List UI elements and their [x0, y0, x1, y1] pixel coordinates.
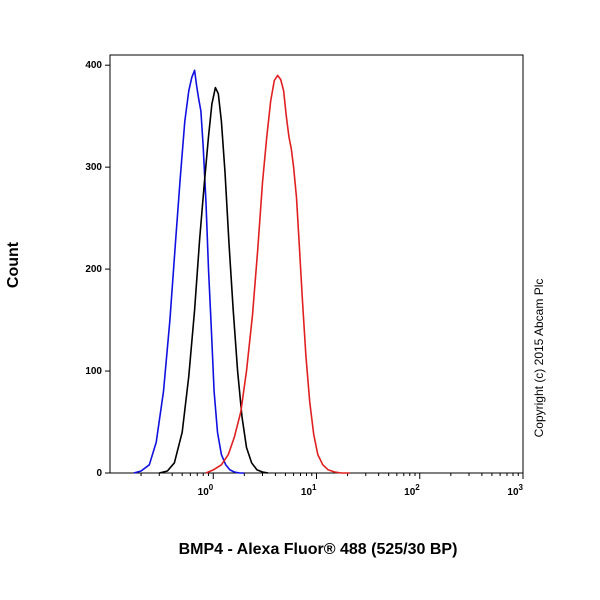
x-tick-label: 103 [507, 483, 523, 498]
y-tick-label: 400 [85, 60, 102, 71]
x-axis-ticks: 100 101 102 103 [140, 473, 524, 498]
copyright-annotation: Copyright (c) 2015 Abcam Plc [532, 279, 546, 438]
x-tick-label: 101 [301, 483, 317, 498]
y-tick-label: 300 [85, 162, 102, 173]
x-tick-exponent: 3 [519, 483, 524, 492]
x-tick-exponent: 1 [312, 483, 317, 492]
x-tick-base: 10 [404, 487, 416, 498]
series-group [133, 69, 350, 474]
y-tick-label: 200 [85, 264, 102, 275]
y-axis-ticks: 0 100 200 300 400 [85, 60, 110, 479]
histogram-series-1 [133, 69, 245, 474]
x-tick-label: 102 [404, 483, 420, 498]
x-tick-label: 100 [198, 483, 214, 498]
x-tick-base: 10 [507, 487, 519, 498]
y-axis-label: Count [5, 241, 22, 288]
plot-frame [109, 54, 524, 474]
x-axis-label: BMP4 - Alexa Fluor® 488 (525/30 BP) [179, 541, 458, 558]
histogram-series-3 [205, 74, 350, 474]
x-tick-base: 10 [198, 487, 210, 498]
x-tick-base: 10 [301, 487, 313, 498]
y-tick-label: 100 [85, 366, 102, 377]
x-tick-exponent: 2 [415, 483, 420, 492]
x-tick-exponent: 0 [209, 483, 214, 492]
histogram-series-2 [159, 86, 269, 474]
y-tick-label: 0 [96, 468, 102, 479]
axes [109, 54, 524, 474]
